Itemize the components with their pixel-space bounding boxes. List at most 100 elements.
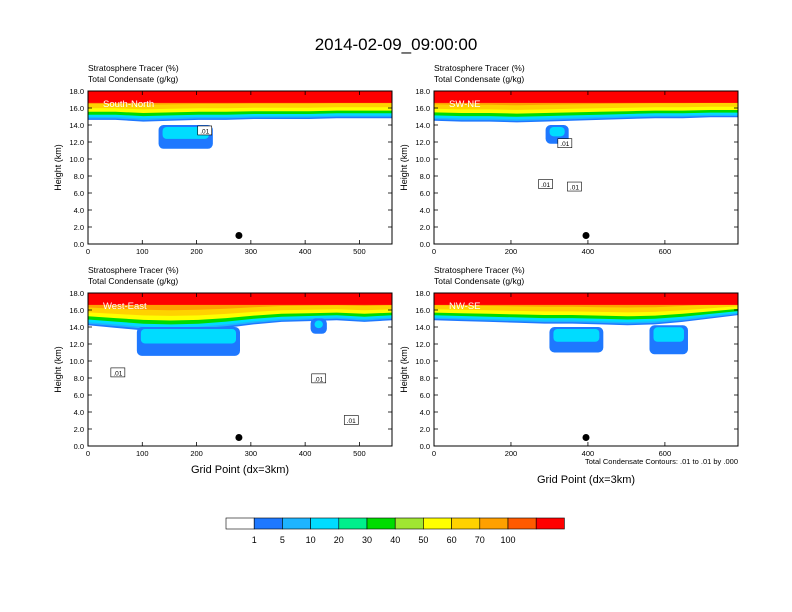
plot-frame <box>87 292 393 447</box>
colorbar-box <box>366 517 396 530</box>
x-tick-label: 600 <box>659 449 672 458</box>
contour-label: .01 <box>560 141 569 148</box>
y-axis-label: Height (km) <box>399 346 409 393</box>
tracer-patch-core <box>653 327 684 342</box>
x-tick-label: 0 <box>432 449 436 458</box>
colorbar-box <box>394 517 424 530</box>
contour-label: .01 <box>570 185 579 192</box>
panel-label: NW-SE <box>449 301 481 312</box>
x-axis-title-right: Grid Point (dx=3km) <box>537 474 635 486</box>
figure-title: 2014-02-09_09:00:00 <box>315 35 478 54</box>
colorbar-label: 1 <box>252 535 257 545</box>
y-tick-label: 14.0 <box>69 323 84 332</box>
y-tick-label: 10.0 <box>415 155 430 164</box>
x-tick-label: 400 <box>299 247 312 256</box>
panel-1: Stratosphere Tracer (%)Total Condensate … <box>399 63 739 256</box>
x-tick-label: 200 <box>505 449 518 458</box>
location-marker <box>582 232 590 239</box>
tracer-patch-core <box>553 329 600 342</box>
y-tick-label: 8.0 <box>420 374 430 383</box>
y-tick-label: 6.0 <box>420 189 430 198</box>
tracer-band-max <box>88 91 392 103</box>
y-tick-label: 2.0 <box>74 223 84 232</box>
y-tick-label: 12.0 <box>415 138 430 147</box>
y-tick-label: 8.0 <box>74 172 84 181</box>
y-tick-label: 16.0 <box>415 104 430 113</box>
tracer-field <box>434 91 738 144</box>
colorbar-label: 20 <box>334 535 344 545</box>
y-tick-label: 14.0 <box>415 323 430 332</box>
contour-label: .01 <box>347 418 356 425</box>
contour-label: .01 <box>200 128 209 135</box>
location-marker <box>235 434 243 441</box>
panel-0: Stratosphere Tracer (%)Total Condensate … <box>53 63 393 256</box>
x-tick-label: 0 <box>86 247 90 256</box>
x-tick-label: 200 <box>190 247 203 256</box>
tracer-band-max <box>434 293 738 305</box>
tracer-patch-core <box>549 127 565 137</box>
x-tick-label: 200 <box>190 449 203 458</box>
y-tick-label: 16.0 <box>69 306 84 315</box>
x-tick-label: 100 <box>136 247 149 256</box>
y-tick-label: 4.0 <box>420 408 430 417</box>
plot-frame <box>87 90 393 245</box>
x-tick-label: 0 <box>432 247 436 256</box>
y-tick-label: 16.0 <box>69 104 84 113</box>
y-tick-label: 0.0 <box>74 240 84 249</box>
x-axis-title-left: Grid Point (dx=3km) <box>191 464 289 476</box>
y-tick-label: 18.0 <box>69 289 84 298</box>
plot-frame <box>433 90 739 245</box>
contour-label-box <box>311 373 327 384</box>
x-tick-label: 300 <box>245 247 258 256</box>
colorbar-box <box>535 517 565 530</box>
panel-label: West-East <box>103 301 147 312</box>
contour-label-box <box>197 125 213 136</box>
y-tick-label: 2.0 <box>420 425 430 434</box>
colorbar-box <box>479 517 509 530</box>
panel-title-line1: Stratosphere Tracer (%) <box>434 265 525 275</box>
y-tick-label: 4.0 <box>420 206 430 215</box>
colorbar-label: 10 <box>306 535 316 545</box>
colorbar-box <box>282 517 311 530</box>
x-tick-label: 400 <box>299 449 312 458</box>
colorbar-label: 30 <box>362 535 372 545</box>
colorbar-box <box>225 517 255 530</box>
colorbar-label: 100 <box>500 535 515 545</box>
y-tick-label: 6.0 <box>74 189 84 198</box>
colorbar-box <box>310 517 340 530</box>
y-tick-label: 10.0 <box>415 357 430 366</box>
colorbar-label: 60 <box>447 535 457 545</box>
colorbar: 1 5 10 20 30 40 50 60 70 100 <box>225 517 565 545</box>
panel-title-line2: Total Condensate (g/kg) <box>434 276 524 286</box>
panel-title-line2: Total Condensate (g/kg) <box>434 74 524 84</box>
contour-label-box <box>538 179 553 189</box>
tracer-field <box>88 91 392 149</box>
y-tick-label: 2.0 <box>420 223 430 232</box>
location-marker <box>582 434 590 441</box>
y-tick-label: 4.0 <box>74 408 84 417</box>
x-tick-label: 100 <box>136 449 149 458</box>
y-tick-label: 0.0 <box>420 442 430 451</box>
y-tick-label: 0.0 <box>74 442 84 451</box>
panel-title-line2: Total Condensate (g/kg) <box>88 276 178 286</box>
y-tick-label: 18.0 <box>69 87 84 96</box>
contour-label-box <box>110 367 126 378</box>
y-axis-label: Height (km) <box>53 144 63 191</box>
y-tick-label: 2.0 <box>74 425 84 434</box>
y-tick-label: 10.0 <box>69 357 84 366</box>
panel-label: South-North <box>103 99 154 110</box>
tracer-patch-core <box>314 320 323 329</box>
x-tick-label: 300 <box>245 449 258 458</box>
contour-label-box <box>343 415 359 425</box>
colorbar-box <box>423 517 452 530</box>
location-marker <box>235 232 243 239</box>
y-tick-label: 0.0 <box>420 240 430 249</box>
panel-2: Stratosphere Tracer (%)Total Condensate … <box>53 265 393 458</box>
contour-footnote: Total Condensate Contours: .01 to .01 by… <box>585 457 738 466</box>
y-tick-label: 12.0 <box>69 138 84 147</box>
colorbar-label: 5 <box>280 535 285 545</box>
y-tick-label: 8.0 <box>420 172 430 181</box>
x-tick-label: 500 <box>353 247 366 256</box>
panel-title-line2: Total Condensate (g/kg) <box>88 74 178 84</box>
